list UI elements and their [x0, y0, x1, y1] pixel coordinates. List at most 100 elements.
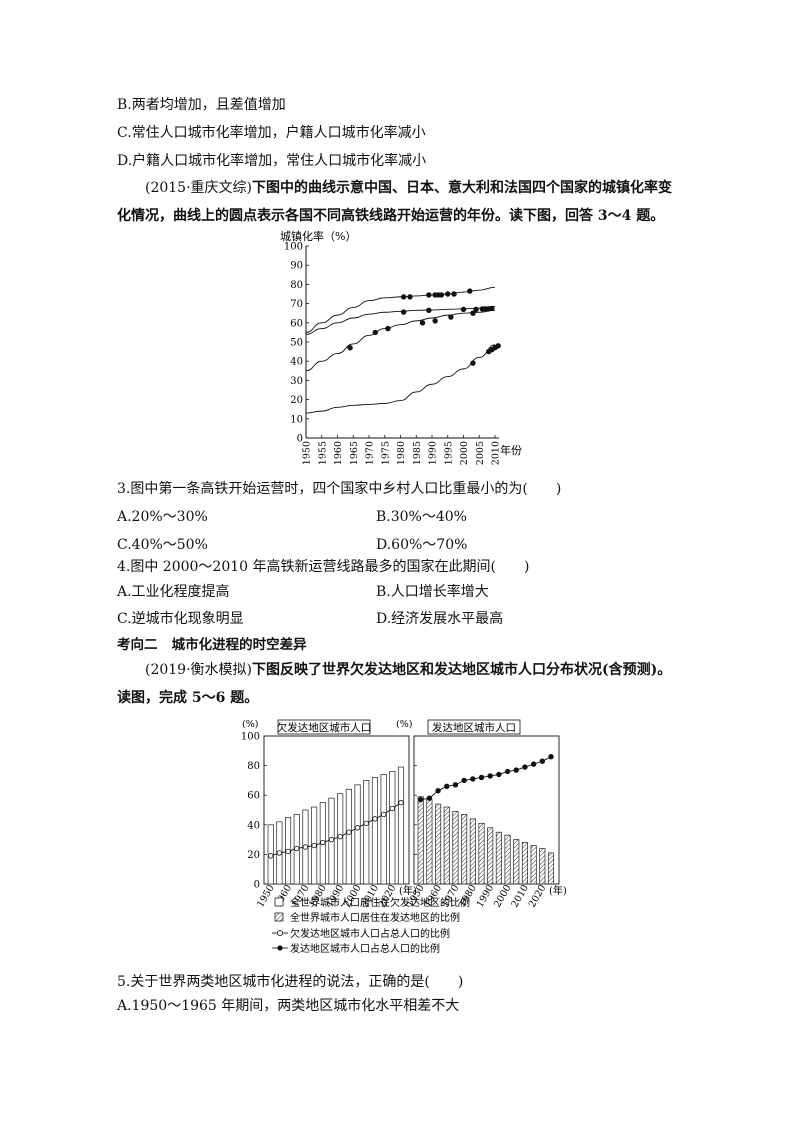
y-tick-label: 100: [241, 732, 260, 743]
legend-marker-filled: [277, 945, 283, 951]
x-tick-label: 1955: [317, 441, 328, 465]
series-1-dot: [438, 292, 445, 298]
trend-point: [435, 788, 441, 794]
x-tick-label: 2010: [491, 441, 502, 465]
q3-option-c: C.40%～50%: [117, 537, 208, 553]
trend-point: [372, 816, 378, 822]
y-tick-label: 80: [247, 761, 260, 772]
trend-point: [470, 776, 476, 782]
bar: [530, 845, 537, 885]
trend-point: [522, 764, 528, 770]
panel-frame: [263, 735, 410, 885]
bar: [547, 852, 555, 885]
bar: [539, 848, 546, 885]
intro-text: 下图中的曲线示意中国、日本、意大利和法国四个国家的城镇化率变化情况，曲线上的圆点…: [117, 180, 673, 224]
bar: [461, 814, 468, 885]
bar: [426, 799, 433, 885]
legend-swatch-hatched: [274, 912, 284, 922]
trend-point: [363, 820, 369, 827]
legend-item: 发达地区城市人口占总人口的比例: [290, 942, 440, 954]
section-label: 考向二: [117, 637, 158, 653]
y-unit: (%): [242, 719, 258, 730]
q4-stem: 4.图中 2000～2010 年高铁新运营线路最多的国家在此期间( ): [117, 559, 530, 575]
y-tick-label: 70: [290, 299, 303, 310]
bar: [397, 766, 405, 885]
x-tick-label: 1950: [302, 441, 313, 465]
option-c: C.常住人口城市化率增加，户籍人口城市化率减小: [117, 125, 426, 141]
trend-point: [337, 833, 343, 840]
q5-option-a: A.1950～1965 年期间，两类地区城市化水平相差不大: [117, 998, 460, 1014]
x-unit: (年): [549, 884, 567, 897]
series-1-dot: [407, 294, 413, 300]
panel-title: 欠发达地区城市人口: [277, 721, 372, 734]
bar: [354, 784, 361, 885]
trend-point: [513, 767, 519, 773]
trend-point: [452, 782, 459, 788]
bar: [380, 774, 387, 885]
trend-point: [444, 783, 450, 790]
x-tick-label: 1985: [412, 441, 423, 465]
trend-point: [504, 768, 511, 775]
bar: [371, 777, 378, 885]
trend-point: [417, 796, 424, 803]
y-tick-label: 40: [247, 820, 260, 831]
series-3-dot: [419, 320, 426, 326]
legend-marker-open: [276, 929, 284, 937]
trend-point: [380, 811, 387, 818]
legend-item: 全世界城市人口居住在发达地区的比例: [290, 911, 460, 924]
q5-stem: 5.关于世界两类地区城市化进程的说法，正确的是( ): [117, 974, 464, 990]
urbanization-rate-chart: 城镇化率（%） 0 10 20 30 40 50 60 70 80 90 100 1950 1955 19…: [280, 229, 522, 465]
y-tick-label: 80: [290, 280, 303, 291]
option-b: B.两者均增加，且差值增加: [117, 97, 286, 113]
q4-option-b: B.人口增长率增大: [376, 584, 489, 600]
bar: [521, 842, 528, 885]
trend-point: [548, 754, 554, 760]
y-tick-label: 10: [290, 414, 303, 425]
trend-point: [346, 829, 352, 835]
trend-point: [487, 773, 493, 779]
q3-stem: 3.图中第一条高铁开始运营时，四个国家中乡村人口比重最小的为( ): [117, 481, 562, 497]
bar: [452, 811, 459, 885]
x-unit: (年): [399, 884, 417, 897]
bar: [478, 822, 485, 885]
panel-title-box: [277, 719, 371, 735]
series-1-dot: [445, 291, 451, 297]
bar: [363, 780, 370, 885]
panel-title: 发达地区城市人口: [432, 721, 516, 734]
trend-point: [426, 795, 433, 801]
series-3-dot: [347, 345, 353, 351]
trend-point: [461, 777, 467, 784]
x-tick-label: 1960: [333, 441, 344, 465]
series-2-line: [305, 306, 496, 335]
source-tag: (2015·重庆文综): [145, 180, 253, 196]
x-tick-label: 2020: [527, 883, 549, 909]
y-tick-label: 20: [247, 850, 260, 861]
trend-point: [302, 844, 309, 850]
q4-option-a: A.工业化程度提高: [117, 584, 230, 600]
y-tick-label: 40: [290, 357, 303, 368]
q4-option-c: C.逆城市化现象明显: [117, 611, 244, 627]
x-tick-label: 1995: [443, 441, 454, 465]
x-axis-label: 年份: [500, 443, 522, 457]
trend-point: [267, 853, 274, 859]
series-2-dot: [400, 309, 407, 315]
trend-point: [496, 771, 502, 778]
bar: [504, 834, 511, 885]
legend-item: 全世界城市人口居住在欠发达地区的比例: [290, 896, 470, 909]
bar: [345, 788, 352, 885]
series-2-dot: [473, 306, 479, 313]
bar: [443, 806, 450, 885]
trend-point: [294, 845, 300, 852]
y-tick-label: 60: [247, 791, 260, 802]
series-4-dot: [495, 343, 501, 349]
q4-option-d: D.经济发展水平最高: [376, 611, 504, 627]
source-tag: (2019·衡水模拟): [145, 662, 253, 678]
y-unit: (%): [396, 719, 412, 730]
intro-text: 下图反映了世界欠发达地区和发达地区城市人口分布状况(含预测)。读图，完成 5～6…: [117, 662, 672, 706]
x-tick-label: 2005: [475, 441, 486, 465]
series-1-line: [305, 286, 496, 333]
x-tick-label: 1975: [380, 441, 391, 465]
trend-point: [354, 825, 361, 831]
x-tick-label: 1970: [365, 441, 376, 465]
y-tick-label: 0: [254, 880, 260, 891]
